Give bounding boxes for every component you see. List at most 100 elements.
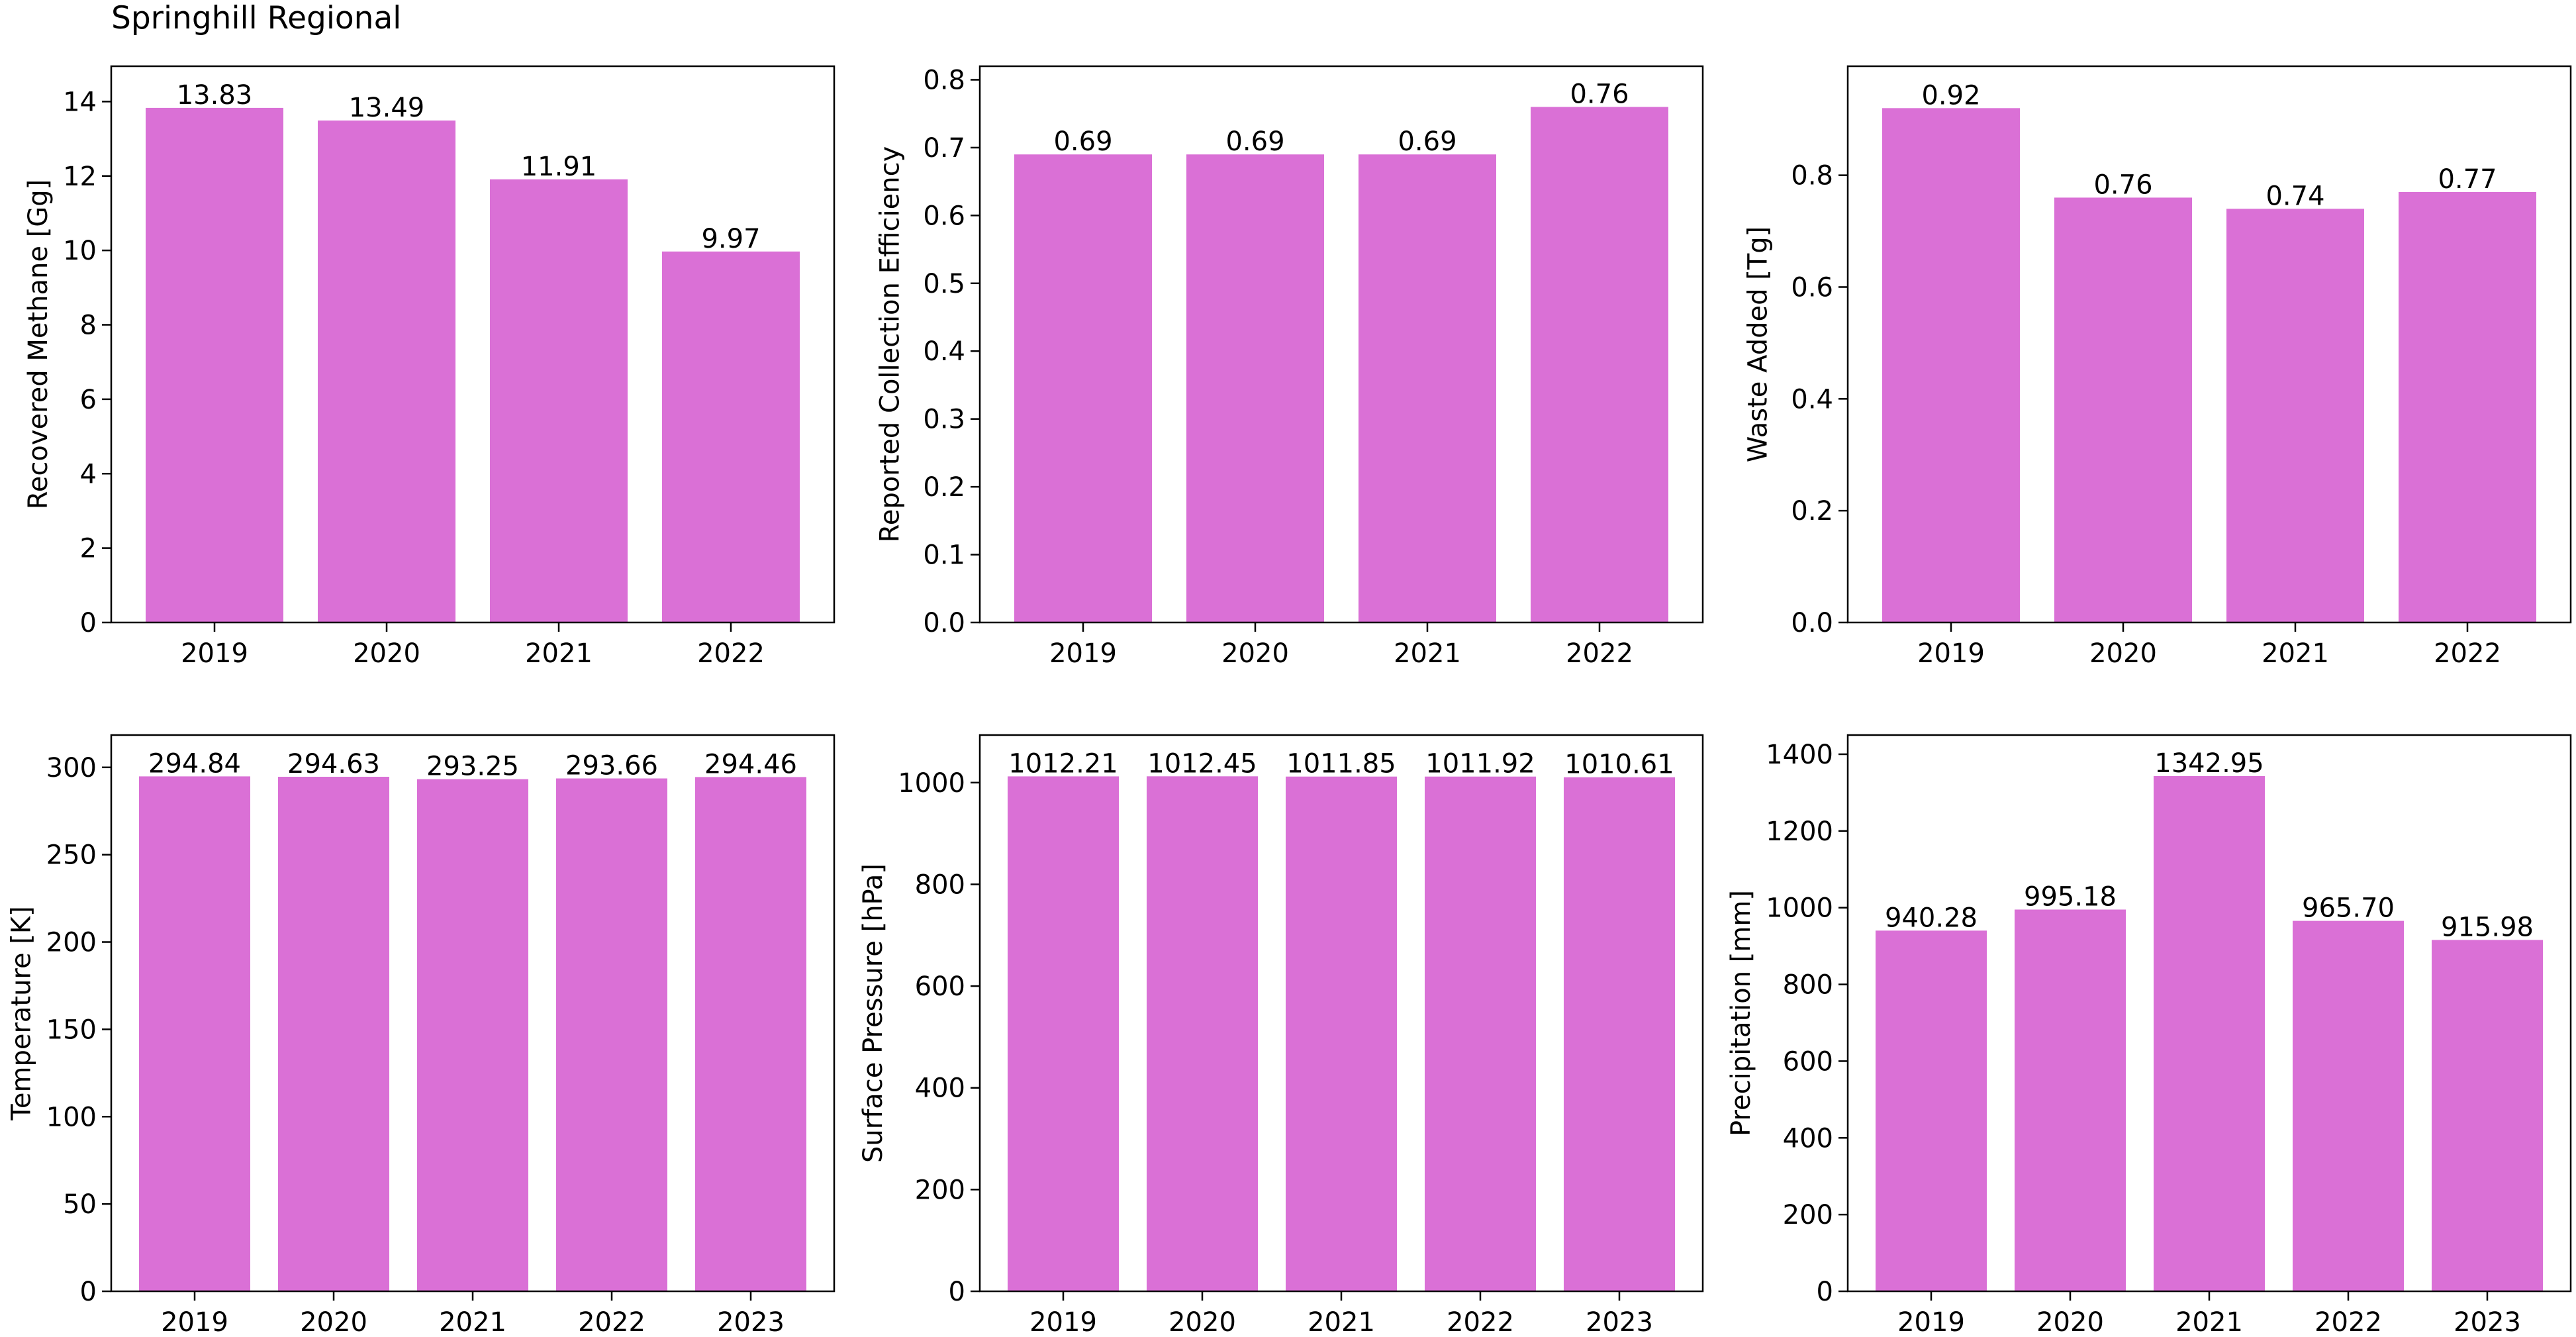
y-tick-label: 800 [1783, 970, 1833, 1001]
chart-panel-2: 0.69 0.69 0.69 0.76 2019 2020 2021 2022 0.0 0.1 0.… [875, 65, 1704, 669]
y-tick-label: 150 [46, 1015, 97, 1045]
bar-2020 [2054, 197, 2192, 622]
bar-2022 [662, 251, 800, 622]
bar-2021 [417, 779, 528, 1291]
bar-2023 [2432, 940, 2543, 1291]
y-tick-label: 0.1 [923, 540, 965, 571]
x-tick-label: 2022 [2314, 1307, 2382, 1337]
y-tick-label: 0.5 [923, 269, 965, 299]
bar-2021 [1359, 154, 1496, 622]
bar-2022 [2399, 191, 2536, 622]
data-label: 9.97 [701, 224, 760, 254]
y-tick-label: 0.8 [923, 65, 965, 95]
y-tick-label: 0 [80, 1277, 97, 1307]
x-tick-label: 2021 [439, 1307, 506, 1337]
y-tick-label: 0 [80, 608, 97, 638]
x-tick-label: 2020 [2089, 638, 2157, 669]
y-tick-label: 8 [80, 311, 97, 341]
y-tick-label: 1200 [1766, 817, 1833, 847]
bar-2022 [1425, 776, 1536, 1291]
y-tick-label: 300 [46, 753, 97, 783]
data-label: 0.69 [1398, 126, 1456, 157]
page-title: Springhill Regional [111, 0, 402, 36]
y-tick-label: 12 [63, 162, 97, 192]
x-tick-label: 2022 [1566, 638, 1633, 669]
y-tick-label: 200 [1783, 1200, 1833, 1230]
data-label: 995.18 [2024, 882, 2117, 913]
bar-2022 [1531, 107, 1668, 622]
y-tick-label: 0.6 [923, 201, 965, 231]
data-label: 0.77 [2438, 164, 2497, 195]
bar-2021 [2154, 776, 2265, 1291]
y-tick-label: 10 [63, 236, 97, 266]
x-tick-label: 2022 [2434, 638, 2501, 669]
x-tick-label: 2020 [2036, 1307, 2104, 1337]
data-label: 1011.92 [1425, 749, 1535, 779]
y-axis-label: Temperature [K] [7, 906, 37, 1121]
y-tick-label: 1000 [898, 768, 965, 799]
data-label: 13.83 [177, 80, 253, 111]
bar-2020 [278, 777, 389, 1291]
y-tick-label: 2 [80, 534, 97, 564]
data-label: 915.98 [2441, 912, 2534, 942]
data-label: 1012.21 [1008, 748, 1118, 779]
y-tick-label: 200 [915, 1175, 965, 1205]
data-label: 940.28 [1885, 903, 1978, 933]
y-tick-label: 1400 [1766, 740, 1833, 770]
data-label: 293.25 [426, 752, 519, 782]
data-label: 293.66 [565, 751, 658, 781]
y-tick-label: 0.2 [1791, 496, 1833, 526]
data-label: 0.74 [2266, 181, 2324, 211]
axes-frame [1846, 65, 2572, 624]
x-tick-label: 2019 [181, 638, 248, 669]
y-tick-label: 6 [80, 385, 97, 415]
y-tick-label: 0.4 [1791, 384, 1833, 415]
bar-2019 [139, 776, 250, 1291]
x-tick-label: 2020 [1169, 1307, 1236, 1337]
x-tick-label: 2021 [1308, 1307, 1375, 1337]
bar-2019 [1008, 776, 1119, 1291]
y-axis-label: Reported Collection Efficiency [875, 146, 906, 543]
bar-2021 [490, 179, 628, 622]
y-tick-label: 0 [1817, 1277, 1833, 1307]
bar-2021 [2226, 209, 2364, 622]
chart-panel-3: 0.92 0.76 0.74 0.77 2019 2020 2021 2022 0.0 0.2 0.… [1743, 65, 2572, 669]
x-tick-label: 2019 [1917, 638, 1985, 669]
x-tick-label: 2023 [717, 1307, 785, 1337]
y-tick-label: 600 [915, 971, 965, 1002]
bar-2023 [695, 777, 806, 1291]
chart-panel-1: 13.83 13.49 11.91 9.97 2019 2020 2021 2022 0 2 4 6 8… [23, 65, 835, 669]
x-tick-label: 2021 [2175, 1307, 2243, 1337]
y-tick-label: 600 [1783, 1046, 1833, 1077]
bar-2019 [1882, 108, 2020, 623]
y-tick-label: 0.7 [923, 133, 965, 164]
x-tick-label: 2020 [1221, 638, 1289, 669]
x-tick-label: 2020 [353, 638, 420, 669]
data-label: 0.69 [1053, 126, 1112, 157]
bar-2023 [1564, 777, 1675, 1291]
x-tick-label: 2023 [1586, 1307, 1653, 1337]
bar-2020 [2015, 909, 2126, 1291]
data-label: 1010.61 [1564, 750, 1674, 780]
y-axis-label: Precipitation [mm] [1726, 890, 1756, 1136]
y-tick-label: 0.4 [923, 336, 965, 367]
data-label: 0.76 [2093, 170, 2152, 200]
y-tick-label: 0.0 [923, 608, 965, 638]
data-label: 0.92 [1921, 80, 1980, 111]
y-axis-label: Waste Added [Tg] [1743, 226, 1774, 463]
y-tick-label: 0.8 [1791, 161, 1833, 191]
chart-panel-5: 1012.21 1012.45 1011.85 1011.92 1010.61 2019 2… [858, 734, 1704, 1337]
y-tick-label: 400 [1783, 1123, 1833, 1154]
y-tick-label: 0.2 [923, 472, 965, 503]
axes-frame [110, 65, 835, 624]
y-tick-label: 0.3 [923, 405, 965, 435]
bar-2022 [556, 778, 667, 1291]
y-tick-label: 0.6 [1791, 272, 1833, 303]
data-label: 0.76 [1570, 79, 1629, 110]
data-label: 1011.85 [1286, 749, 1396, 779]
x-tick-label: 2022 [697, 638, 765, 669]
data-label: 294.46 [704, 749, 797, 779]
data-label: 13.49 [349, 93, 425, 123]
x-tick-label: 2021 [1394, 638, 1461, 669]
